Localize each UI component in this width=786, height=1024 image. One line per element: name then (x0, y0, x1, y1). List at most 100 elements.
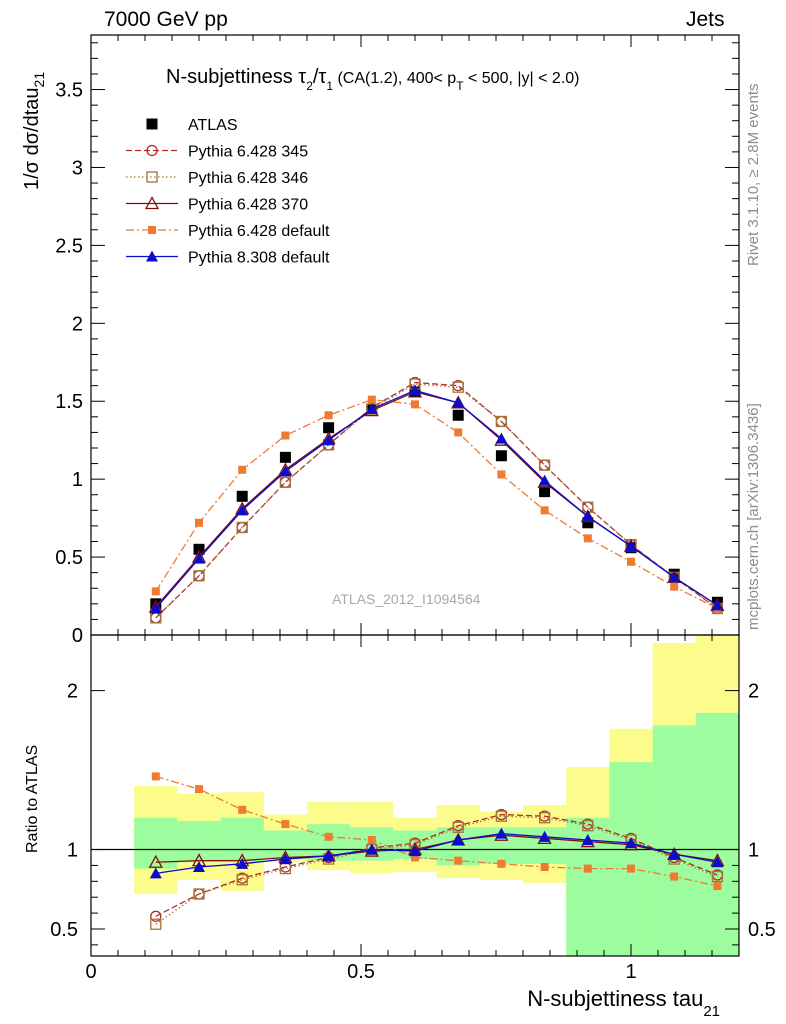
data-point (495, 450, 507, 462)
uncertainty-bands (134, 635, 739, 956)
ratio-point (148, 854, 163, 868)
data-point (195, 518, 203, 527)
ratio-point (324, 832, 333, 841)
legend-item: Pythia 6.428 370 (126, 196, 308, 214)
ratio-line (155, 834, 718, 863)
ratio-point (409, 845, 421, 857)
series-line (155, 399, 718, 610)
data-point (452, 381, 464, 393)
ratio-point (582, 820, 594, 832)
rivet-label: Rivet 3.1.10, ≥ 2.8M events (745, 83, 762, 267)
stat-uncertainty-band (134, 817, 178, 869)
legend-label: Pythia 6.428 default (188, 223, 330, 240)
y-tick-label: 0 (72, 625, 83, 647)
legend-marker (146, 250, 158, 262)
series-line (155, 389, 718, 609)
legend-label: Pythia 6.428 345 (188, 144, 308, 161)
data-point (365, 403, 378, 415)
legend-marker (148, 226, 156, 234)
y-tick-label: 3.5 (55, 80, 83, 102)
legend-label: ATLAS (188, 117, 238, 134)
data-point (151, 587, 160, 596)
ratio-y-tick-label-right: 2 (748, 681, 759, 703)
y-tick-label: 1 (72, 469, 83, 491)
ratio-point (583, 864, 592, 873)
stat-uncertainty-band (695, 712, 739, 956)
ratio-point (540, 863, 549, 872)
y-tick-label: 0.5 (55, 547, 83, 569)
y-tick-label: 2 (72, 313, 83, 335)
legend-marker (146, 171, 158, 183)
data-point (538, 474, 551, 486)
data-point (539, 486, 551, 498)
data-point (193, 543, 205, 555)
data-point (367, 395, 376, 404)
ratio-point (367, 835, 376, 844)
data-point (581, 510, 594, 522)
data-point (281, 431, 290, 440)
data-point (411, 400, 419, 409)
ratio-y-tick-label: 0.5 (50, 919, 78, 941)
ratio-point (497, 859, 506, 868)
ratio-series (148, 772, 725, 930)
ratio-point (713, 882, 722, 891)
ratio-line (155, 775, 718, 887)
series-pythia-6-428-346 (150, 378, 724, 624)
ratio-point (538, 812, 551, 824)
plot-title: N-subjettiness τ2/τ1 (CA(1.2), 400< pT <… (166, 66, 579, 93)
legend-marker (144, 196, 160, 210)
ratio-point (150, 918, 162, 930)
ratio-point (495, 827, 508, 839)
data-point (495, 432, 508, 444)
ratio-point (668, 848, 681, 860)
ratio-series-pythia-8-308-default (149, 827, 724, 879)
y-tick-label: 1.5 (55, 391, 83, 413)
y-tick-label: 3 (72, 157, 83, 179)
ratio-point (411, 853, 419, 862)
legend-item: ATLAS (146, 117, 238, 134)
main-series (148, 376, 725, 624)
data-point (279, 451, 291, 463)
data-point (670, 582, 679, 591)
ratio-y-tick-label-right: 0.5 (748, 919, 776, 941)
energy-label: 7000 GeV pp (104, 8, 228, 31)
ratio-point (625, 837, 637, 849)
ratio-point (711, 870, 724, 883)
legend-label: Pythia 6.428 346 (188, 170, 308, 187)
legend-marker (146, 144, 158, 157)
ratio-point (538, 830, 551, 842)
ratio-line (155, 832, 718, 875)
data-point (454, 428, 463, 437)
data-point (583, 534, 592, 543)
x-axis-label: N-subjettiness tau21 (527, 986, 720, 1020)
ratio-point (151, 772, 160, 781)
data-point (409, 384, 421, 396)
data-point (236, 504, 249, 516)
x-tick-label: 1 (625, 961, 636, 983)
data-point (193, 570, 205, 582)
series-pythia-6-428-345 (150, 376, 724, 624)
data-point (711, 599, 724, 611)
data-point (497, 470, 506, 479)
data-point (540, 506, 549, 515)
data-point (236, 521, 248, 534)
y-tick-label: 2.5 (55, 235, 83, 257)
ratio-line (155, 813, 718, 917)
x-tick-label: 0 (85, 961, 96, 983)
ratio-point (279, 853, 292, 865)
ratio-point (627, 864, 635, 873)
series-pythia-8-308-default (149, 384, 724, 614)
legend-marker (146, 118, 158, 130)
mcplots-label: mcplots.cern.ch [arXiv:1306.3436] (745, 403, 762, 630)
ratio-point (193, 888, 205, 900)
legend: ATLAS Pythia 6.428 345 Pythia 6.428 346 Pyt… (126, 117, 330, 267)
ratio-point (193, 861, 205, 873)
data-point (538, 459, 551, 471)
legend-label: Pythia 8.308 default (188, 250, 330, 267)
data-point (627, 557, 635, 566)
ratio-series-pythia-6-428-default (151, 772, 722, 891)
series-line (155, 383, 718, 619)
data-point (323, 422, 335, 434)
data-point (238, 465, 247, 474)
